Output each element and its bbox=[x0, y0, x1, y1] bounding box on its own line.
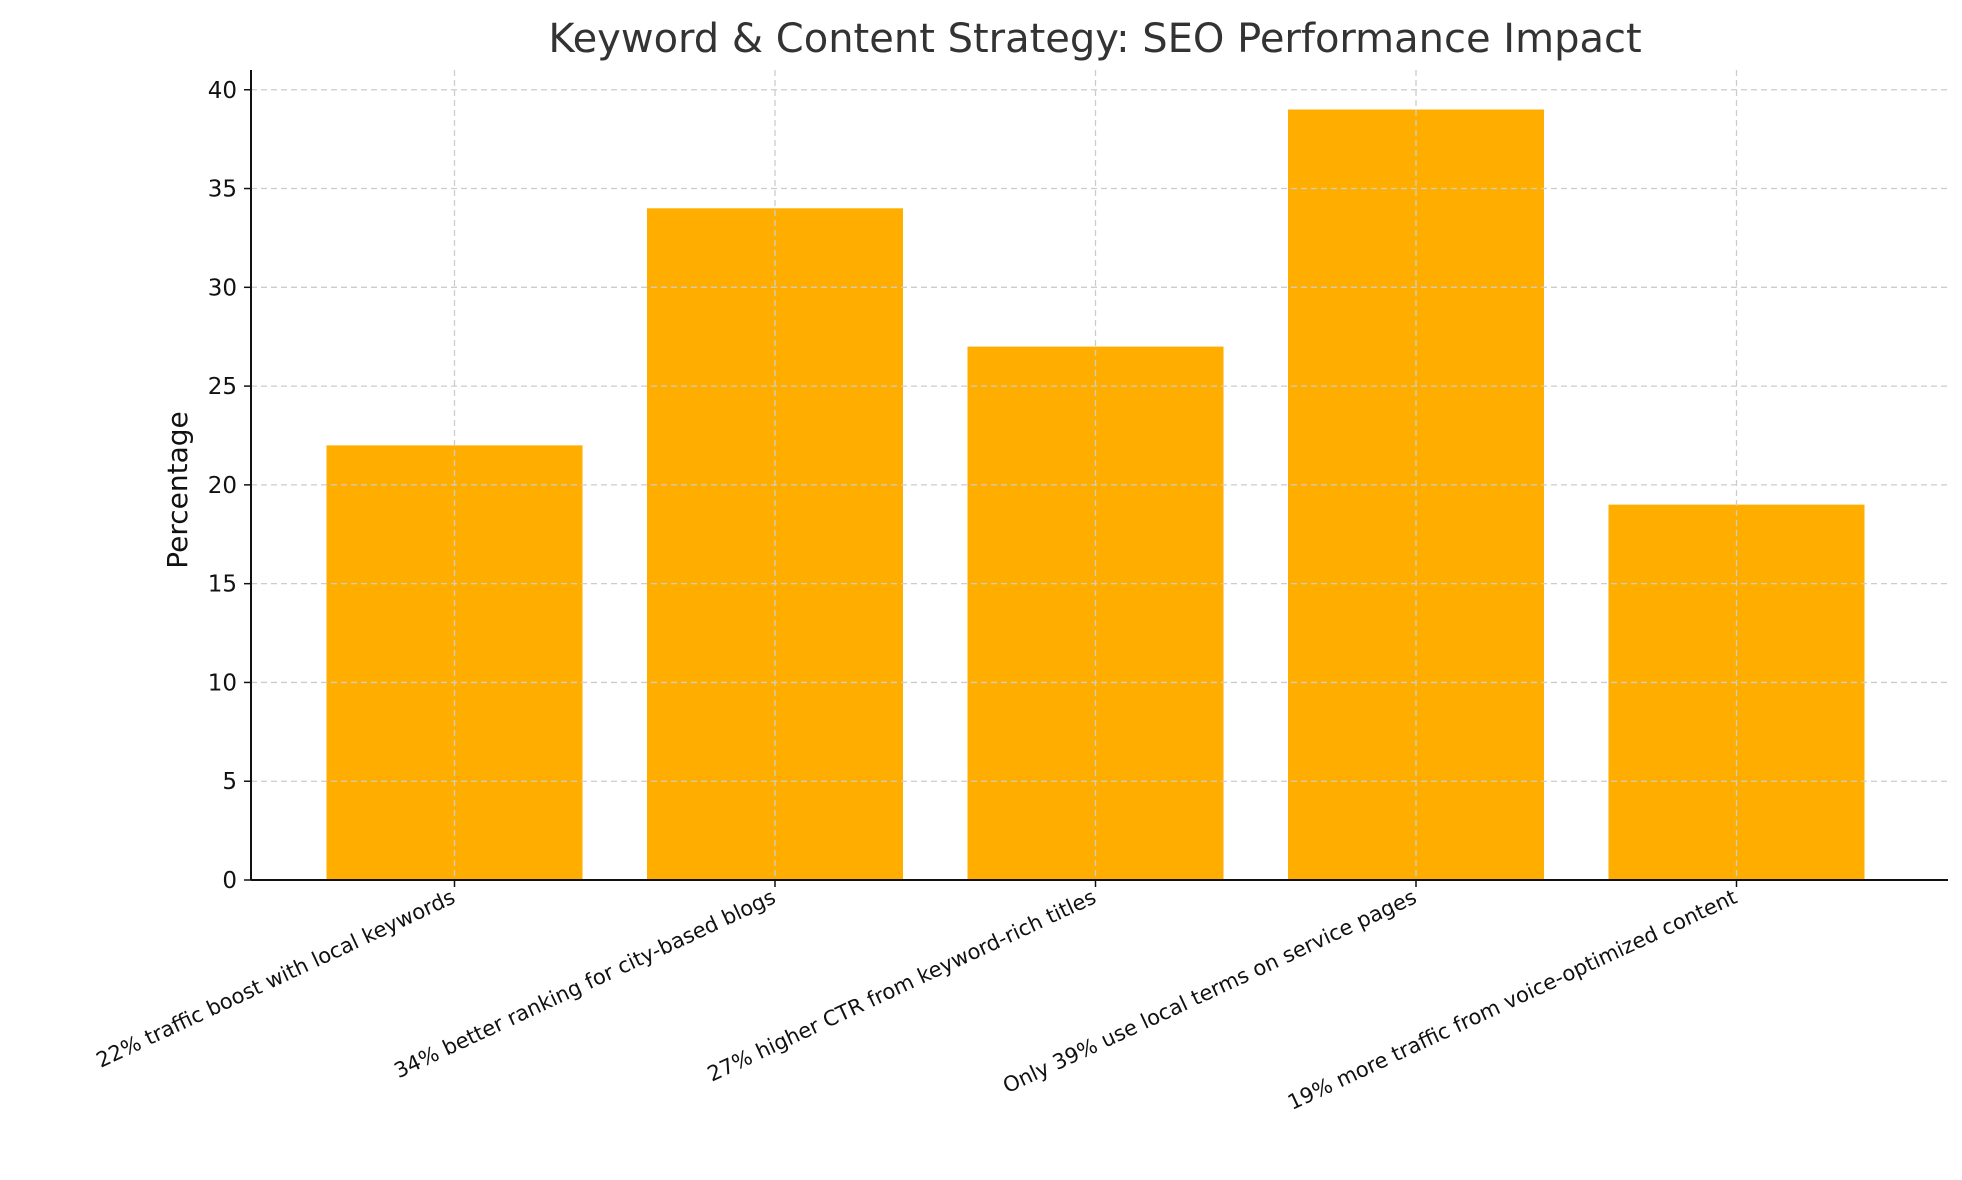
y-tick-label: 0 bbox=[222, 868, 237, 894]
y-axis-label: Percentage bbox=[161, 411, 194, 569]
x-tick-label: 34% better ranking for city-based blogs bbox=[391, 885, 780, 1083]
y-tick-label: 15 bbox=[208, 572, 237, 598]
y-tick-label: 35 bbox=[208, 177, 237, 203]
y-tick-label: 20 bbox=[208, 473, 237, 499]
x-tick-label: 22% traffic boost with local keywords bbox=[93, 885, 459, 1073]
axes bbox=[244, 70, 1948, 887]
y-tick-labels: 0 5 10 15 20 25 30 35 40 bbox=[208, 78, 237, 894]
x-tick-labels: 22% traffic boost with local keywords34%… bbox=[93, 885, 1741, 1115]
y-tick-label: 30 bbox=[208, 275, 237, 301]
y-tick-label: 5 bbox=[222, 769, 237, 795]
y-tick-label: 10 bbox=[208, 670, 237, 696]
grid-lines bbox=[251, 70, 1948, 880]
y-tick-label: 25 bbox=[208, 374, 237, 400]
chart-title: Keyword & Content Strategy: SEO Performa… bbox=[548, 16, 1641, 62]
y-tick-label: 40 bbox=[208, 78, 237, 104]
